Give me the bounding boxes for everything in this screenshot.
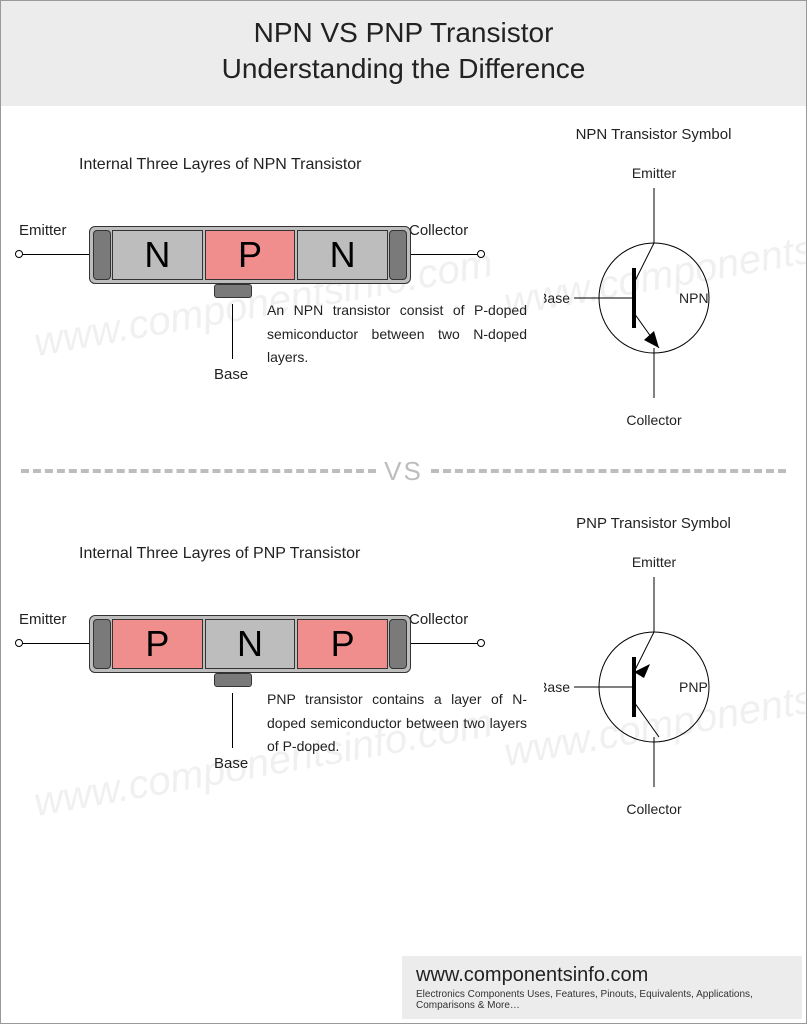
page-title: NPN VS PNP Transistor Understanding the …: [1, 15, 806, 88]
pnp-emitter-label: Emitter: [19, 611, 67, 628]
npn-description: An NPN transistor consist of P-doped sem…: [267, 299, 527, 370]
pnp-layer-1: N: [205, 619, 296, 669]
wire-base: [232, 693, 233, 748]
base-cap: [214, 284, 252, 298]
npn-base-label: Base: [214, 366, 248, 383]
pnp-symbol-panel: PNP Transistor Symbol Emitter Base PNP C…: [519, 515, 788, 827]
terminal-emitter: [15, 250, 23, 258]
page-header: NPN VS PNP Transistor Understanding the …: [1, 1, 806, 106]
npn-symbol-inside-label: NPN: [679, 290, 709, 306]
terminal-collector: [477, 250, 485, 258]
terminal-emitter: [15, 639, 23, 647]
title-line-2: Understanding the Difference: [222, 53, 586, 84]
end-cap-left: [93, 230, 111, 280]
pnp-layer-0: P: [112, 619, 203, 669]
vs-divider: VS: [1, 456, 806, 487]
pnp-layer-2: P: [297, 619, 388, 669]
pnp-layer-panel: Internal Three Layres of PNP Transistor …: [19, 515, 519, 773]
npn-section: Internal Three Layres of NPN Transistor …: [1, 106, 806, 448]
terminal-collector: [477, 639, 485, 647]
npn-symbol-emitter-label: Emitter: [631, 165, 676, 181]
npn-symbol-svg: Emitter Base NPN Collector: [544, 153, 764, 433]
npn-layer-title: Internal Three Layres of NPN Transistor: [79, 156, 519, 174]
pnp-collector-label: Collector: [409, 611, 468, 628]
dash-right: [431, 469, 786, 473]
npn-collector-label: Collector: [409, 222, 468, 239]
wire-collector: [411, 643, 481, 644]
pnp-symbol-emitter-label: Emitter: [631, 554, 676, 570]
npn-layer-diagram: Emitter Collector Base N P N An NPN tran…: [19, 214, 519, 384]
npn-layers-box: N P N: [89, 226, 411, 284]
npn-layer-0: N: [112, 230, 203, 280]
npn-symbol-title: NPN Transistor Symbol: [519, 126, 788, 143]
vs-text: VS: [384, 456, 423, 487]
pnp-layer-diagram: Emitter Collector Base P N P PNP transis…: [19, 603, 519, 773]
base-cap: [214, 673, 252, 687]
pnp-symbol-title: PNP Transistor Symbol: [519, 515, 788, 532]
pnp-layers-box: P N P: [89, 615, 411, 673]
end-cap-left: [93, 619, 111, 669]
end-cap-right: [389, 619, 407, 669]
footer-subtitle: Electronics Components Uses, Features, P…: [416, 989, 788, 1011]
pnp-symbol-base-label: Base: [544, 679, 570, 695]
title-line-1: NPN VS PNP Transistor: [254, 17, 554, 48]
wire-collector: [411, 254, 481, 255]
npn-emitter-label: Emitter: [19, 222, 67, 239]
footer-banner: www.componentsinfo.com Electronics Compo…: [402, 956, 802, 1019]
pnp-base-label: Base: [214, 755, 248, 772]
wire-emitter: [19, 254, 89, 255]
footer-url: www.componentsinfo.com: [416, 964, 788, 987]
pnp-section: Internal Three Layres of PNP Transistor …: [1, 495, 806, 837]
npn-layer-2: N: [297, 230, 388, 280]
wire-emitter: [19, 643, 89, 644]
wire-base: [232, 304, 233, 359]
pnp-symbol-inside-label: PNP: [679, 679, 708, 695]
pnp-layer-title: Internal Three Layres of PNP Transistor: [79, 545, 519, 563]
dash-left: [21, 469, 376, 473]
npn-layer-1: P: [205, 230, 296, 280]
end-cap-right: [389, 230, 407, 280]
npn-symbol-panel: NPN Transistor Symbol Emitter Base NPN C…: [519, 126, 788, 438]
npn-layer-panel: Internal Three Layres of NPN Transistor …: [19, 126, 519, 384]
npn-symbol-collector-label: Collector: [626, 412, 682, 428]
pnp-symbol-collector-label: Collector: [626, 801, 682, 817]
npn-arrow-icon: [644, 331, 659, 348]
pnp-description: PNP transistor contains a layer of N-dop…: [267, 688, 527, 759]
pnp-symbol-svg: Emitter Base PNP Collector: [544, 542, 764, 822]
npn-symbol-base-label: Base: [544, 290, 570, 306]
